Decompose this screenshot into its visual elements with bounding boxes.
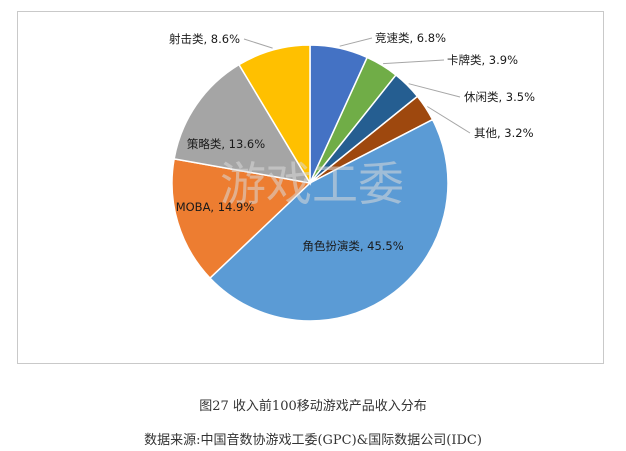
figure-caption: 图27 收入前100移动游戏产品收入分布 xyxy=(199,399,427,414)
figure-source: 数据来源:中国音数协游戏工委(GPC)&国际数据公司(IDC) xyxy=(144,433,482,448)
slice-label-4: 角色扮演类, 45.5% xyxy=(302,239,403,253)
pie-slice-4 xyxy=(208,118,449,322)
slice-label-1: 卡牌类, 3.9% xyxy=(447,53,518,67)
leader-line-3 xyxy=(427,106,471,134)
slice-label-5: MOBA, 14.9% xyxy=(176,200,255,214)
pie-slice-7 xyxy=(237,44,311,186)
slice-label-6: 策略类, 13.6% xyxy=(187,137,265,151)
pie-slice-6 xyxy=(173,63,312,185)
leader-line-0 xyxy=(339,37,373,47)
leader-line-2 xyxy=(408,83,461,98)
slice-label-2: 休闲类, 3.5% xyxy=(464,90,535,104)
leader-line-1 xyxy=(383,59,445,65)
slice-label-3: 其他, 3.2% xyxy=(474,126,534,140)
slice-label-0: 竞速类, 6.8% xyxy=(375,31,446,45)
pie-slice-5 xyxy=(171,157,312,280)
slice-label-7: 射击类, 8.6% xyxy=(169,32,240,46)
watermark-text: 游戏工委 xyxy=(220,157,404,211)
leader-line-7 xyxy=(243,38,273,49)
